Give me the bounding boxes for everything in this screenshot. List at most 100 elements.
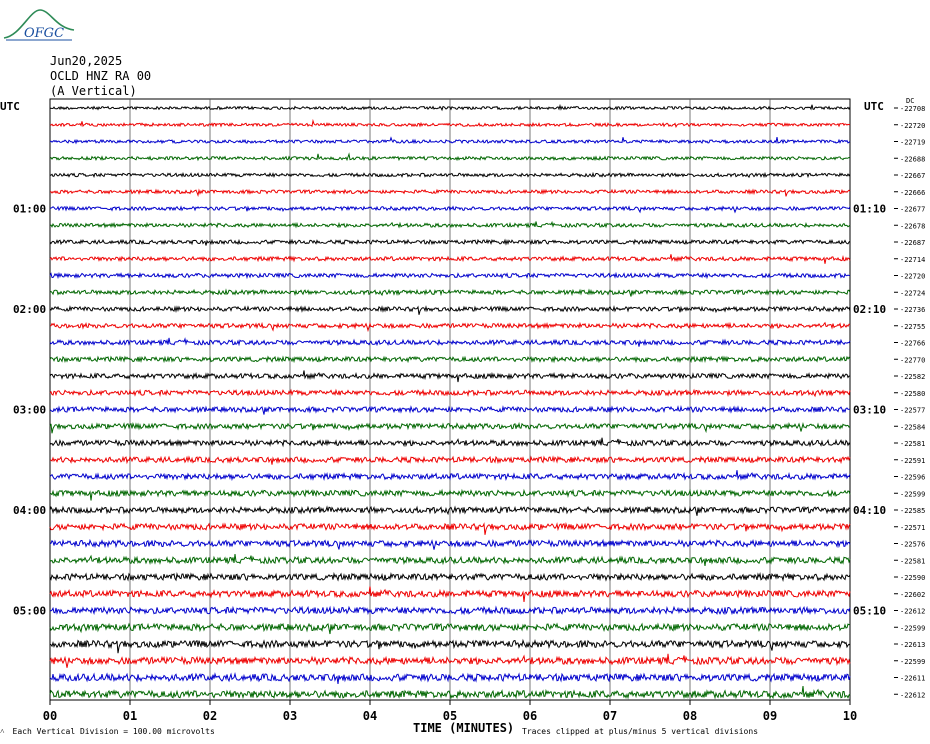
trace-line bbox=[49, 238, 851, 246]
dc-offset-label: -22582 bbox=[900, 373, 925, 381]
dc-offset-label: -22720 bbox=[900, 122, 925, 130]
trace-line bbox=[49, 152, 851, 162]
trace-line bbox=[49, 672, 851, 684]
trace-line bbox=[49, 488, 851, 501]
trace-line bbox=[49, 571, 851, 582]
trace-line bbox=[49, 521, 851, 535]
trace-line bbox=[49, 171, 851, 179]
dc-offset-label: -22599 bbox=[900, 624, 925, 632]
right-unit-label: DC bbox=[906, 97, 915, 105]
dc-offset-label: -22584 bbox=[900, 423, 925, 431]
trace-line bbox=[49, 437, 851, 448]
trace-line bbox=[49, 554, 851, 566]
dc-offset-label: -22677 bbox=[900, 206, 925, 214]
scale-note: ˄ Each Vertical Division = 100.00 microvo… bbox=[0, 727, 215, 736]
dc-offset-label: -22666 bbox=[900, 189, 925, 197]
trace-line bbox=[49, 305, 851, 315]
dc-offset-label: -22720 bbox=[900, 273, 925, 281]
left-time-label: 05:00 bbox=[13, 605, 46, 618]
dc-offset-label: -22599 bbox=[900, 490, 925, 498]
trace-line bbox=[49, 686, 851, 700]
trace-line bbox=[49, 470, 851, 482]
station-label: OCLD HNZ RA 00 bbox=[50, 69, 152, 83]
x-tick-label: 09 bbox=[763, 709, 777, 723]
dc-offset-label: -22736 bbox=[900, 306, 925, 314]
left-time-label: 01:00 bbox=[13, 203, 46, 216]
dc-offset-label: -22678 bbox=[900, 222, 925, 230]
trace-line bbox=[49, 421, 851, 434]
trace-line bbox=[49, 538, 851, 550]
trace-line bbox=[49, 118, 851, 129]
dc-offset-label: -22770 bbox=[900, 356, 925, 364]
trace-line bbox=[49, 388, 851, 398]
dc-offset-label: -22724 bbox=[900, 289, 925, 297]
trace-line bbox=[49, 638, 851, 654]
trace-line bbox=[50, 188, 851, 198]
dc-offset-label: -22580 bbox=[900, 390, 925, 398]
x-tick-label: 05 bbox=[443, 709, 457, 723]
trace-line bbox=[49, 103, 851, 112]
right-time-label: 01:10 bbox=[853, 203, 886, 216]
dc-offset-label: -22719 bbox=[900, 139, 925, 147]
x-tick-label: 06 bbox=[523, 709, 537, 723]
dc-offset-label: -22667 bbox=[900, 172, 925, 180]
trace-line bbox=[49, 586, 851, 602]
left-time-label: 04:00 bbox=[13, 504, 46, 517]
x-tick-label: 07 bbox=[603, 709, 617, 723]
x-tick-label: 08 bbox=[683, 709, 697, 723]
dc-offset-label: -22612 bbox=[900, 608, 925, 616]
dc-offset-label: -22576 bbox=[900, 541, 925, 549]
left-time-label: 03:00 bbox=[13, 404, 46, 417]
right-time-label: 04:10 bbox=[853, 504, 886, 517]
x-tick-label: 10 bbox=[843, 709, 857, 723]
trace-line bbox=[49, 622, 851, 635]
trace-line bbox=[49, 355, 851, 364]
right-time-label: 05:10 bbox=[853, 605, 886, 618]
x-tick-label: 04 bbox=[363, 709, 377, 723]
logo-text: OFGC bbox=[24, 26, 65, 41]
x-tick-label: 00 bbox=[43, 709, 57, 723]
component-label: (A Vertical) bbox=[50, 84, 137, 98]
dc-offset-label: -22602 bbox=[900, 591, 925, 599]
trace-line bbox=[49, 271, 851, 280]
x-tick-label: 01 bbox=[123, 709, 137, 723]
dc-offset-label: -22590 bbox=[900, 574, 925, 582]
dc-offset-label: -22612 bbox=[900, 691, 925, 699]
right-time-label: 02:10 bbox=[853, 303, 886, 316]
dc-offset-label: -22714 bbox=[900, 256, 925, 264]
x-tick-label: 02 bbox=[203, 709, 217, 723]
dc-offset-label: -22571 bbox=[900, 524, 925, 532]
dc-offset-label: -22687 bbox=[900, 239, 925, 247]
dc-offset-label: -22766 bbox=[900, 340, 925, 348]
left-axis-title: UTC bbox=[0, 100, 20, 113]
trace-line bbox=[49, 254, 851, 264]
dc-offset-label: -22585 bbox=[900, 507, 925, 515]
dc-offset-label: -22688 bbox=[900, 155, 925, 163]
dc-offset-label: -22611 bbox=[900, 675, 925, 683]
x-axis-title: TIME (MINUTES) bbox=[413, 721, 515, 735]
dc-offset-label: -22708 bbox=[900, 105, 925, 113]
trace-line bbox=[49, 405, 851, 415]
dc-offset-label: -22599 bbox=[900, 658, 925, 666]
trace-line bbox=[49, 288, 851, 297]
trace-line bbox=[49, 505, 851, 516]
dc-offset-label: -22755 bbox=[900, 323, 925, 331]
dc-offset-label: -22613 bbox=[900, 641, 925, 649]
dc-offset-label: -22591 bbox=[900, 457, 925, 465]
dc-offset-label: -22581 bbox=[900, 440, 925, 448]
dc-offset-label: -22596 bbox=[900, 474, 925, 482]
right-time-label: 03:10 bbox=[853, 404, 886, 417]
trace-line bbox=[49, 136, 851, 145]
trace-line bbox=[49, 455, 851, 465]
dc-offset-label: -22577 bbox=[900, 407, 925, 415]
clip-note: Traces clipped at plus/minus 5 vertical … bbox=[522, 727, 759, 736]
trace-line bbox=[49, 653, 851, 668]
left-time-label: 02:00 bbox=[13, 303, 46, 316]
date-label: Jun20,2025 bbox=[50, 54, 123, 68]
trace-line bbox=[49, 370, 851, 383]
trace-line bbox=[49, 220, 851, 229]
trace-line bbox=[49, 605, 851, 616]
right-axis-title: UTC bbox=[864, 100, 884, 113]
trace-line bbox=[49, 205, 851, 214]
